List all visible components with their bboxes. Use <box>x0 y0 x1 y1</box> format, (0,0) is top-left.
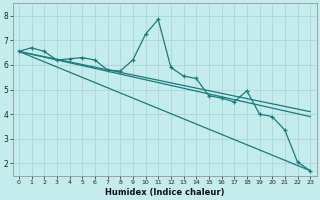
X-axis label: Humidex (Indice chaleur): Humidex (Indice chaleur) <box>105 188 224 197</box>
